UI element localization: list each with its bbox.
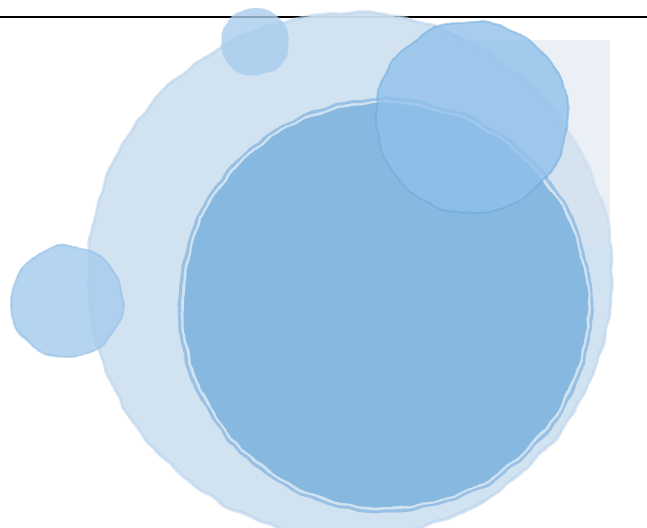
top-right-circle-stroke	[375, 20, 569, 214]
left-circle-stroke	[10, 245, 124, 359]
top-small-circle-icon	[221, 8, 289, 76]
top-right-circle-icon	[376, 21, 568, 213]
left-circle-icon	[11, 246, 123, 358]
